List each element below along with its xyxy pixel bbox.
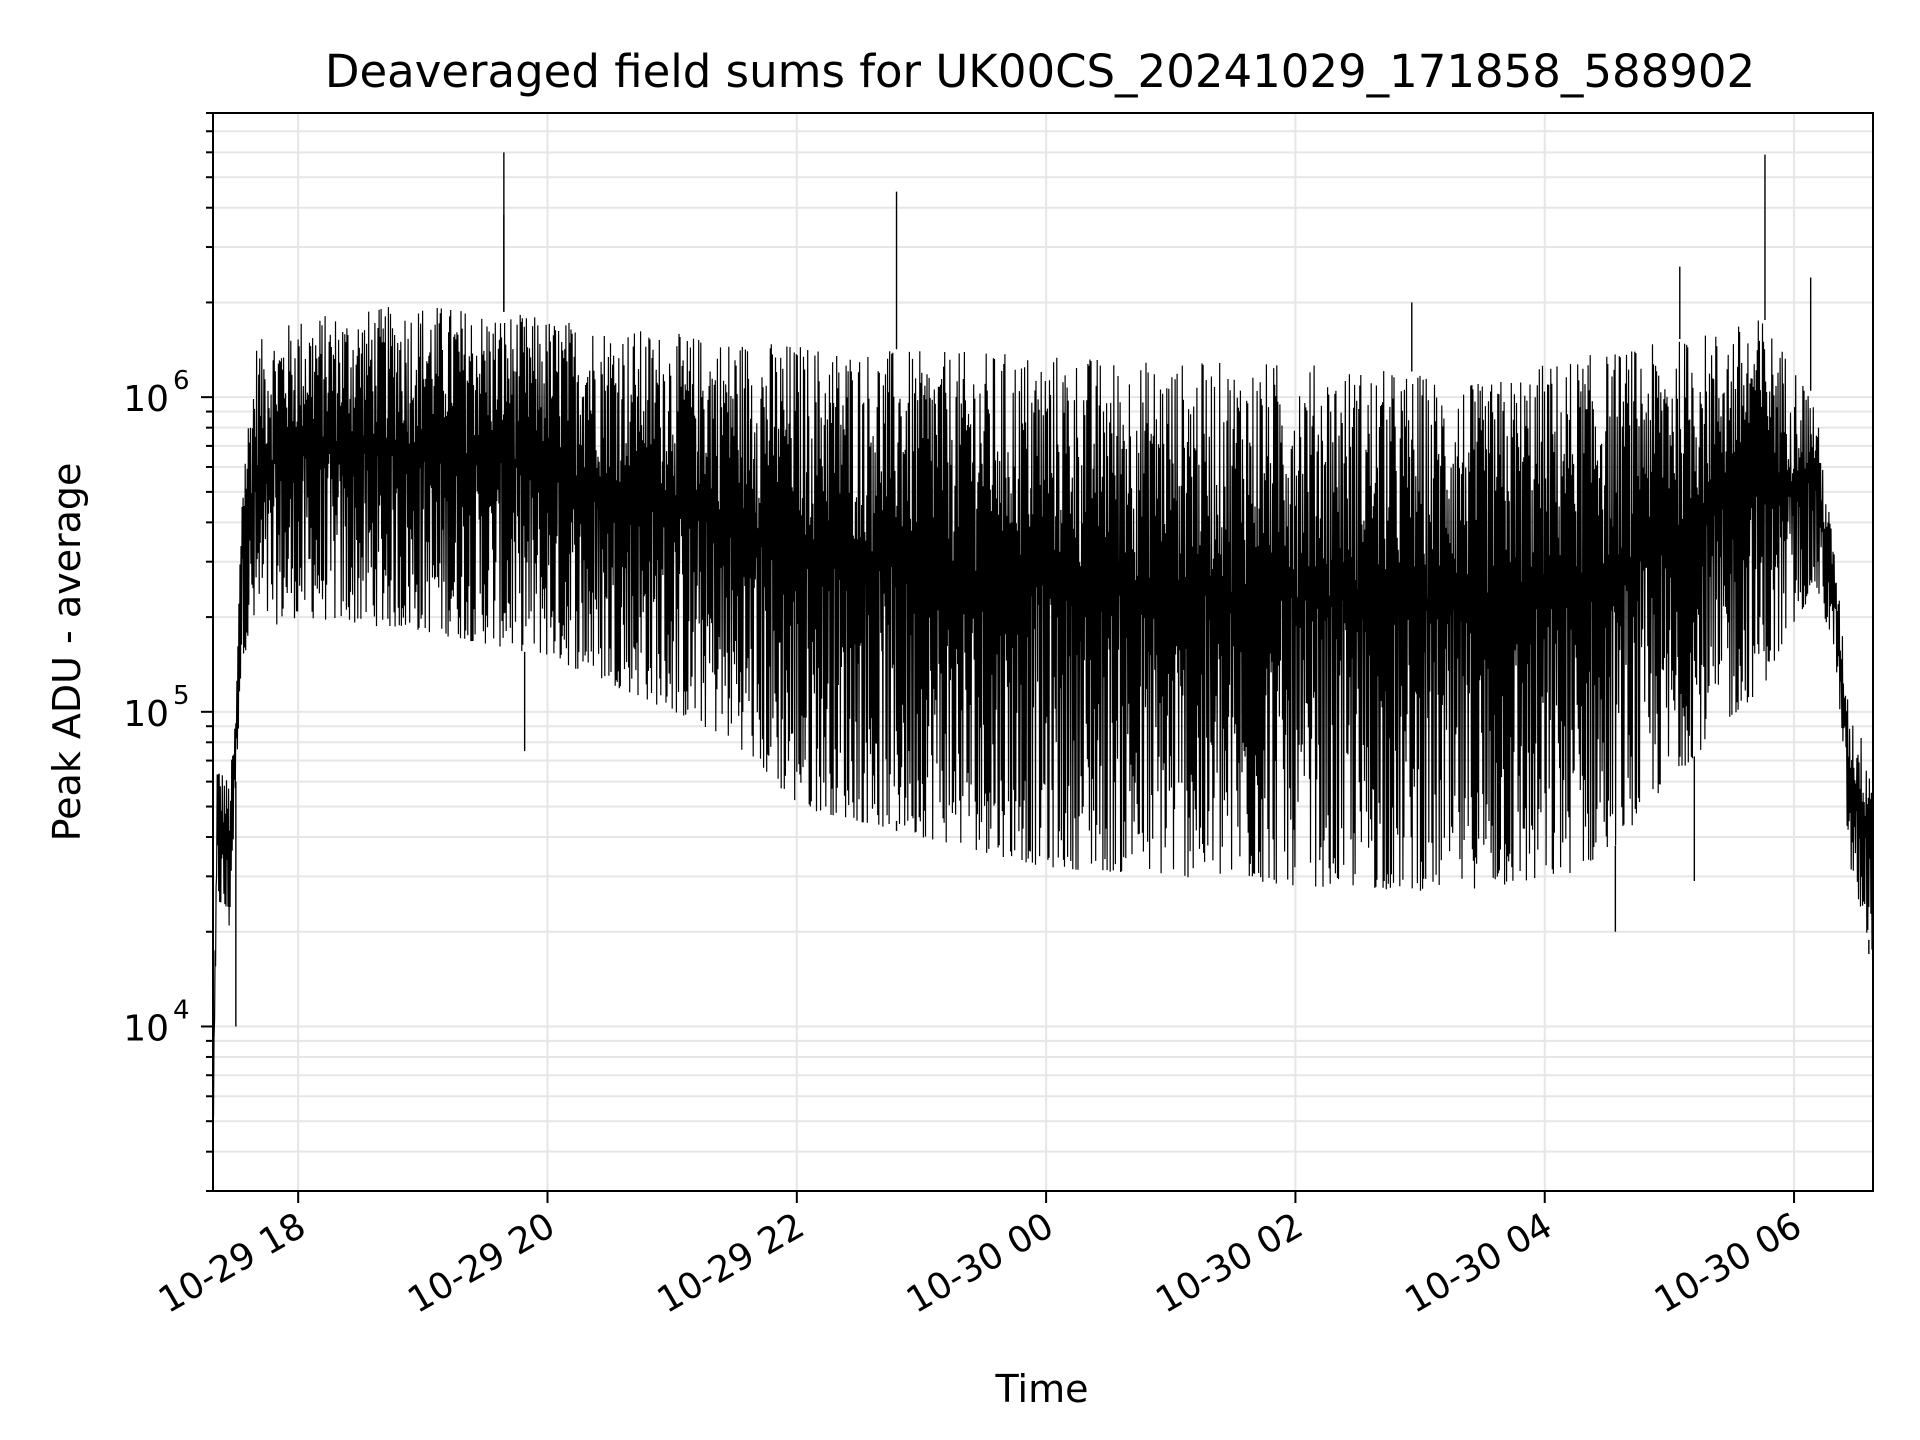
plot-frame [212, 112, 1874, 1192]
y-tick-label-base: 10 [123, 694, 169, 735]
x-axis-label: Time [995, 1367, 1089, 1411]
chart-title: Deaveraged field sums for UK00CS_2024102… [325, 45, 1755, 98]
x-tick-label: 10-29 18 [152, 1205, 313, 1321]
x-tick-label: 10-30 04 [1399, 1205, 1560, 1321]
y-tick-label-exponent: 4 [173, 995, 190, 1025]
y-tick-label-exponent: 6 [173, 366, 190, 396]
x-tick-label: 10-30 06 [1648, 1205, 1809, 1321]
data-series [212, 152, 1874, 1125]
x-tick-label: 10-30 00 [900, 1205, 1061, 1321]
x-tick-label: 10-29 22 [651, 1205, 812, 1321]
y-axis-label: Peak ADU - average [45, 463, 89, 842]
y-tick-label-base: 10 [123, 1008, 169, 1049]
y-tick-label-base: 10 [123, 379, 169, 420]
axis-ticks: 10-29 18 10-29 20 10-29 22 10-30 00 10-30 02… [123, 112, 1809, 1322]
y-tick-label-exponent: 5 [173, 681, 190, 711]
x-tick-label: 10-30 02 [1149, 1205, 1310, 1321]
x-tick-label: 10-29 20 [401, 1205, 562, 1321]
series-line [212, 307, 1874, 1125]
